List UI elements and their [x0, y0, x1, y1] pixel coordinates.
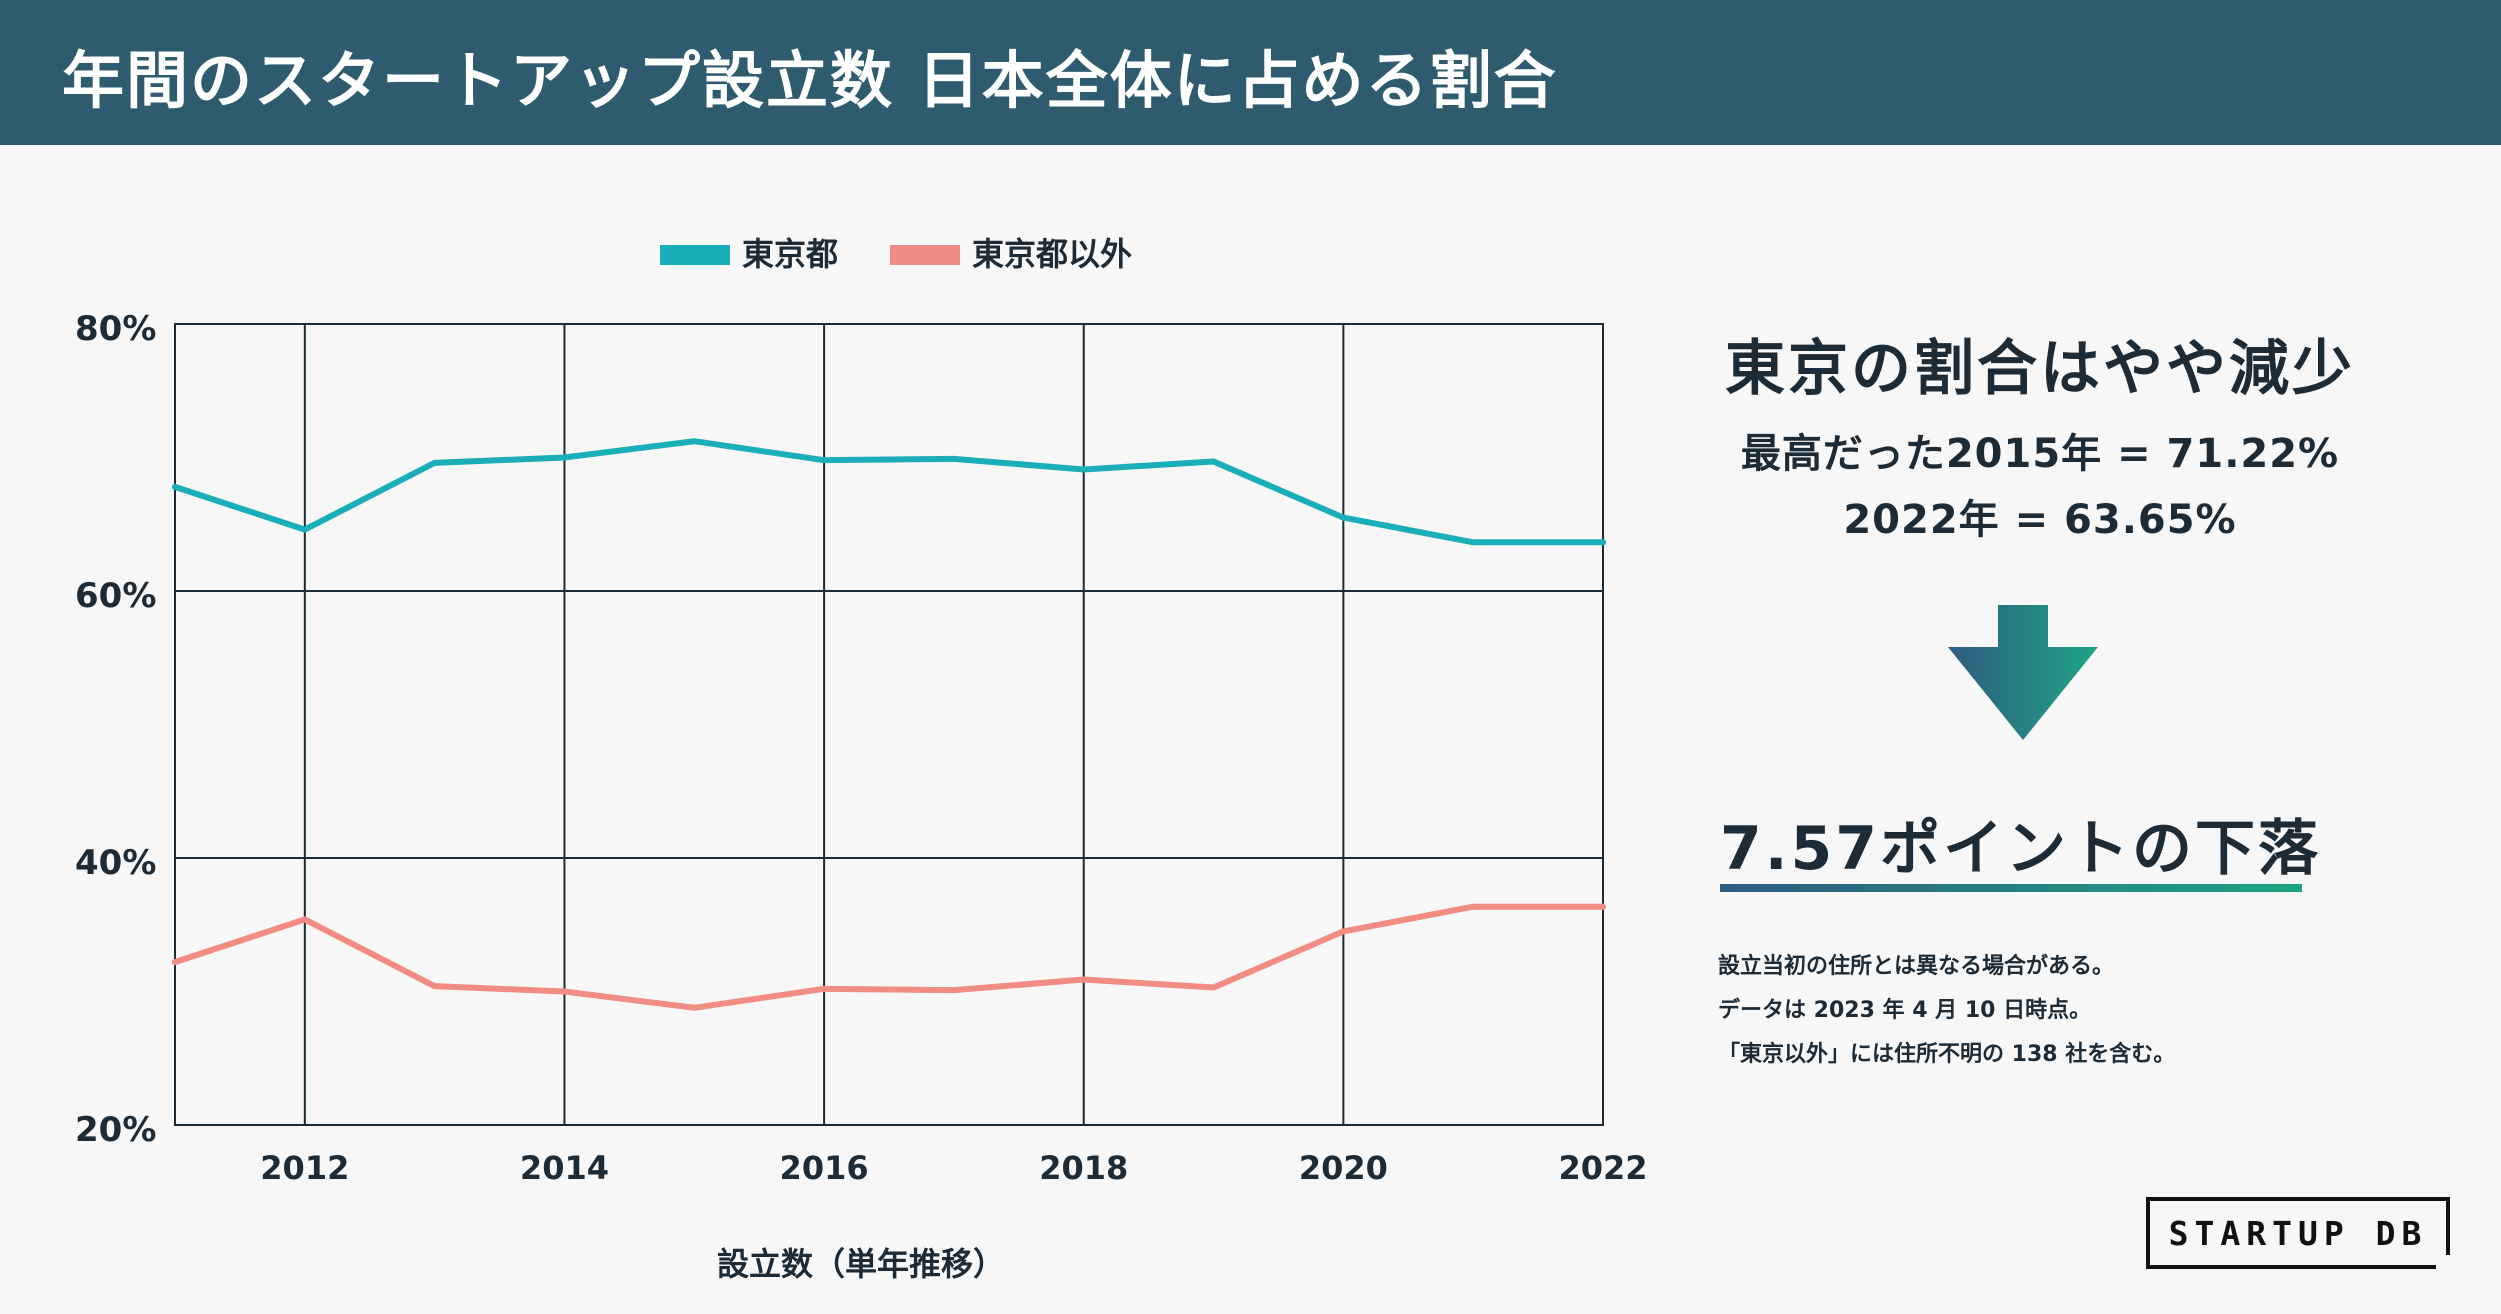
- data-point-0: [561, 454, 568, 461]
- data-point-1: [950, 987, 957, 994]
- data-point-1: [1080, 976, 1087, 983]
- line-chart: 20% 40% 60% 80% 2012 2014 2016 2018 2020 2022 東京都 東…: [75, 235, 1648, 1280]
- startup-db-logo: STARTUP DB: [2146, 1197, 2450, 1269]
- data-point-0: [1340, 514, 1347, 521]
- data-point-1: [172, 959, 178, 966]
- data-point-0: [1600, 539, 1606, 546]
- data-point-1: [1600, 903, 1606, 910]
- x-tick-label: 2018: [1039, 1149, 1128, 1187]
- data-point-1: [431, 983, 438, 990]
- data-point-0: [950, 455, 957, 462]
- logo-corner-notch: [2436, 1255, 2450, 1269]
- data-point-0: [691, 438, 698, 445]
- series-line-1: [172, 903, 1606, 1011]
- legend-swatch-1: [890, 245, 960, 265]
- data-point-0: [1470, 539, 1477, 546]
- y-tick-label: 20%: [75, 1110, 156, 1150]
- data-point-1: [1470, 903, 1477, 910]
- footnotes: 設立当初の住所とは異なる場合がある。 データは 2023 年 4 月 10 日時…: [1718, 945, 2175, 1077]
- x-tick-label: 2014: [520, 1149, 609, 1187]
- data-point-1: [561, 988, 568, 995]
- down-arrow-icon: [1948, 605, 2098, 740]
- legend-swatch-0: [660, 245, 730, 265]
- data-point-1: [301, 916, 308, 923]
- series-line-0: [172, 438, 1606, 546]
- summary-panel: 東京の割合はやや減少 最高だった2015年 = 71.22% 2022年 = 6…: [1680, 320, 2400, 553]
- legend-label-1: 東京都以外: [972, 235, 1132, 273]
- data-point-0: [821, 457, 828, 464]
- footnote: 設立当初の住所とは異なる場合がある。: [1718, 954, 2115, 979]
- page-title: 年間のスタートアップ設立数 日本全体に占める割合: [62, 44, 1558, 117]
- legend-label-0: 東京都: [742, 235, 838, 273]
- summary-peak-line: 最高だった2015年 = 71.22%: [1740, 431, 2340, 477]
- data-point-1: [821, 985, 828, 992]
- plot-frame: [174, 323, 1604, 1126]
- x-tick-label: 2016: [780, 1149, 869, 1187]
- x-tick-label: 2012: [260, 1149, 349, 1187]
- y-tick-label: 40%: [75, 843, 156, 883]
- footnote: データは 2023 年 4 月 10 日時点。: [1718, 998, 2092, 1023]
- data-point-0: [1080, 466, 1087, 473]
- data-point-0: [431, 459, 438, 466]
- data-point-0: [172, 483, 178, 490]
- header-bar: 年間のスタートアップ設立数 日本全体に占める割合: [0, 0, 2501, 145]
- y-tick-label: 80%: [75, 309, 156, 349]
- footnote: 「東京以外」には住所不明の 138 社を含む。: [1718, 1042, 2176, 1067]
- x-axis-title: 設立数（単年推移）: [717, 1245, 1005, 1280]
- data-point-0: [301, 526, 308, 533]
- summary-latest-line: 2022年 = 63.65%: [1843, 497, 2237, 543]
- data-point-1: [1340, 928, 1347, 935]
- data-point-0: [1210, 458, 1217, 465]
- data-point-1: [1210, 984, 1217, 991]
- x-tick-label: 2020: [1299, 1149, 1388, 1187]
- summary-headline: 東京の割合はやや減少: [1725, 334, 2355, 404]
- logo-text: STARTUP DB: [2168, 1213, 2428, 1253]
- x-tick-label: 2022: [1558, 1149, 1647, 1187]
- result-underline: [1720, 884, 2302, 892]
- y-tick-label: 60%: [75, 576, 156, 616]
- data-point-1: [691, 1004, 698, 1011]
- drop-result: 7.57ポイントの下落: [1720, 814, 2322, 884]
